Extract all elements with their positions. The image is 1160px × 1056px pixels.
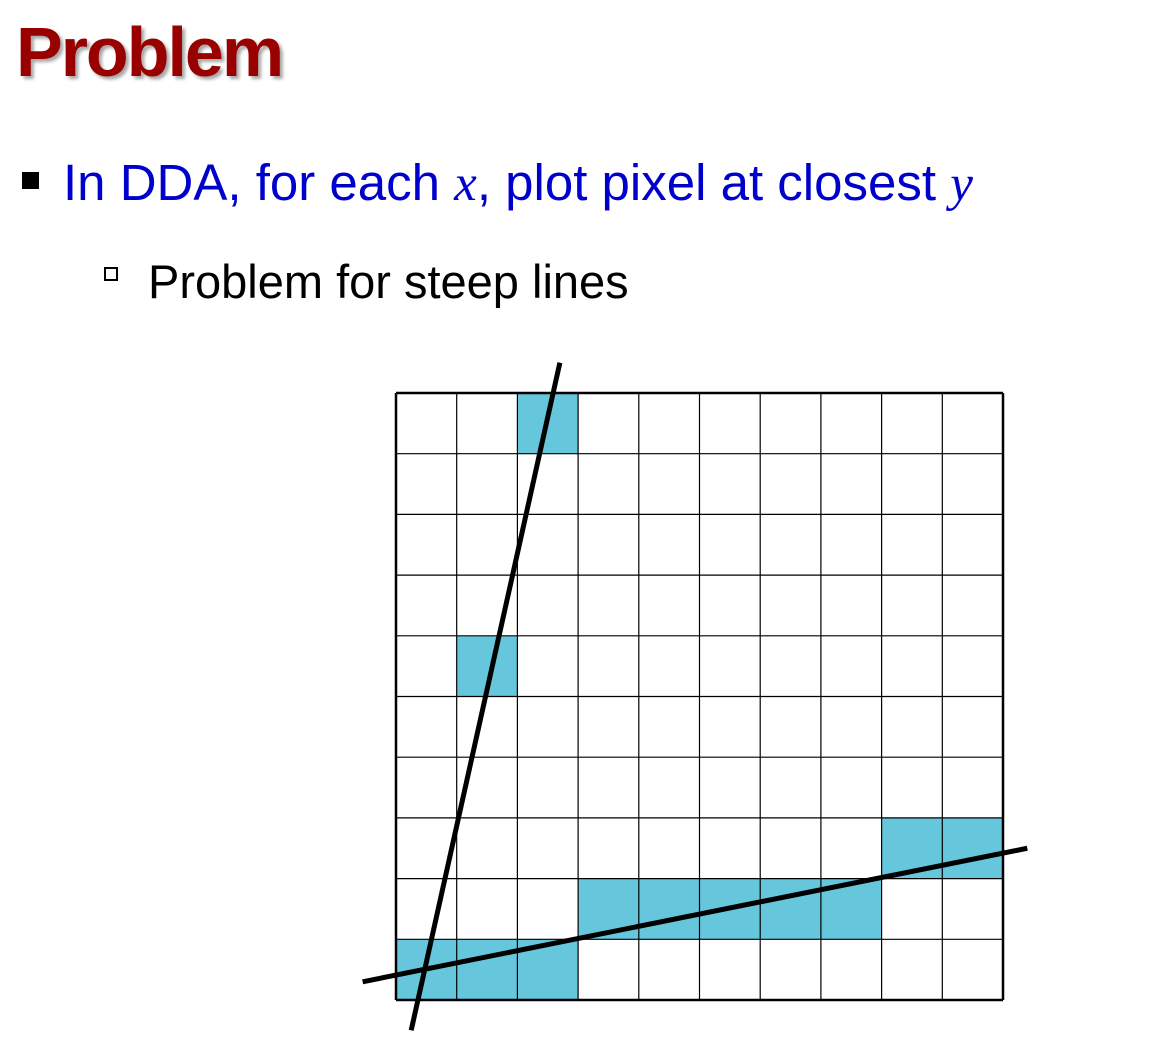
square-bullet-icon xyxy=(22,172,39,190)
bullet1-text-before: In DDA, for each xyxy=(63,154,455,211)
sub-bullet-steep-lines: Problem for steep lines xyxy=(104,254,629,310)
rasterized-lines-layer xyxy=(362,362,1028,1031)
filled-pixel xyxy=(760,878,821,940)
bullet1-text-middle: , plot pixel at closest xyxy=(476,154,951,211)
filled-pixel xyxy=(456,939,518,1000)
filled-pixel xyxy=(638,878,700,940)
variable-x: x xyxy=(454,156,477,212)
sub-bullet-text: Problem for steep lines xyxy=(148,255,629,308)
bullet-dda-description: In DDA, for each x, plot pixel at closes… xyxy=(22,152,973,215)
shallow-line xyxy=(362,845,1028,985)
variable-y: y xyxy=(950,156,973,212)
filled-pixel xyxy=(942,817,1003,879)
slide-title: Problem xyxy=(16,13,284,91)
hollow-square-bullet-icon xyxy=(104,266,118,281)
steep-line xyxy=(408,362,563,1031)
grid-lines-layer xyxy=(394,391,1005,1002)
